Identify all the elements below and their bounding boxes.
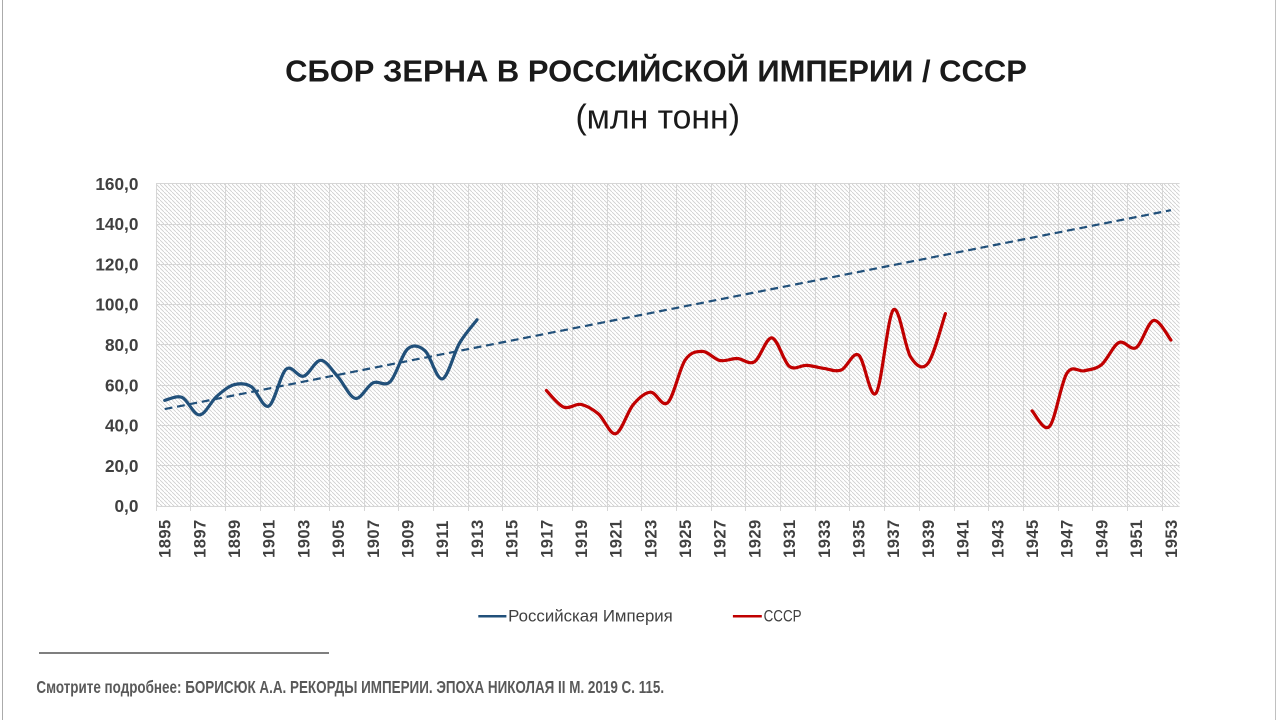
svg-text:1927: 1927 — [711, 519, 730, 558]
svg-text:1935: 1935 — [850, 519, 869, 558]
svg-text:1937: 1937 — [884, 519, 903, 558]
svg-text:1953: 1953 — [1162, 519, 1181, 558]
svg-text:0,0: 0,0 — [114, 496, 138, 516]
svg-text:1909: 1909 — [399, 519, 418, 558]
svg-text:1915: 1915 — [503, 519, 522, 558]
svg-text:1897: 1897 — [190, 519, 209, 558]
svg-text:СБОР ЗЕРНА В РОССИЙСКОЙ ИМПЕРИ: СБОР ЗЕРНА В РОССИЙСКОЙ ИМПЕРИИ / СССР — [285, 53, 1027, 89]
svg-text:1907: 1907 — [364, 519, 383, 558]
svg-text:СССР: СССР — [764, 607, 802, 625]
svg-text:1949: 1949 — [1092, 519, 1111, 558]
svg-text:1951: 1951 — [1127, 519, 1146, 558]
svg-text:Российская Империя: Российская Империя — [508, 607, 673, 625]
svg-text:1895: 1895 — [156, 519, 175, 558]
svg-text:100,0: 100,0 — [95, 295, 138, 315]
svg-text:1917: 1917 — [537, 519, 556, 558]
svg-text:40,0: 40,0 — [105, 416, 138, 436]
svg-text:1899: 1899 — [225, 519, 244, 558]
svg-text:1933: 1933 — [815, 519, 834, 558]
svg-text:1941: 1941 — [954, 519, 973, 558]
svg-text:1913: 1913 — [468, 519, 487, 558]
svg-text:1925: 1925 — [676, 519, 695, 558]
svg-text:60,0: 60,0 — [105, 375, 138, 395]
svg-text:80,0: 80,0 — [105, 335, 138, 355]
svg-text:(млн тонн): (млн тонн) — [575, 99, 740, 137]
svg-text:1919: 1919 — [572, 519, 591, 558]
svg-text:1903: 1903 — [294, 519, 313, 558]
svg-text:1901: 1901 — [260, 519, 279, 558]
svg-text:1943: 1943 — [988, 519, 1007, 558]
svg-text:1947: 1947 — [1058, 519, 1077, 558]
svg-text:1905: 1905 — [329, 519, 348, 558]
svg-text:1939: 1939 — [919, 519, 938, 558]
svg-text:1931: 1931 — [780, 519, 799, 558]
svg-text:120,0: 120,0 — [95, 254, 138, 274]
svg-text:1945: 1945 — [1023, 519, 1042, 558]
svg-text:1911: 1911 — [433, 520, 452, 558]
svg-text:160,0: 160,0 — [95, 174, 138, 194]
svg-text:20,0: 20,0 — [105, 456, 138, 476]
svg-text:1921: 1921 — [607, 519, 626, 558]
svg-text:Смотрите подробнее: БОРИСЮК А.: Смотрите подробнее: БОРИСЮК А.А. РЕКОРДЫ… — [36, 679, 664, 698]
svg-text:1929: 1929 — [745, 519, 764, 558]
svg-text:1923: 1923 — [641, 519, 660, 558]
svg-text:140,0: 140,0 — [95, 214, 138, 234]
